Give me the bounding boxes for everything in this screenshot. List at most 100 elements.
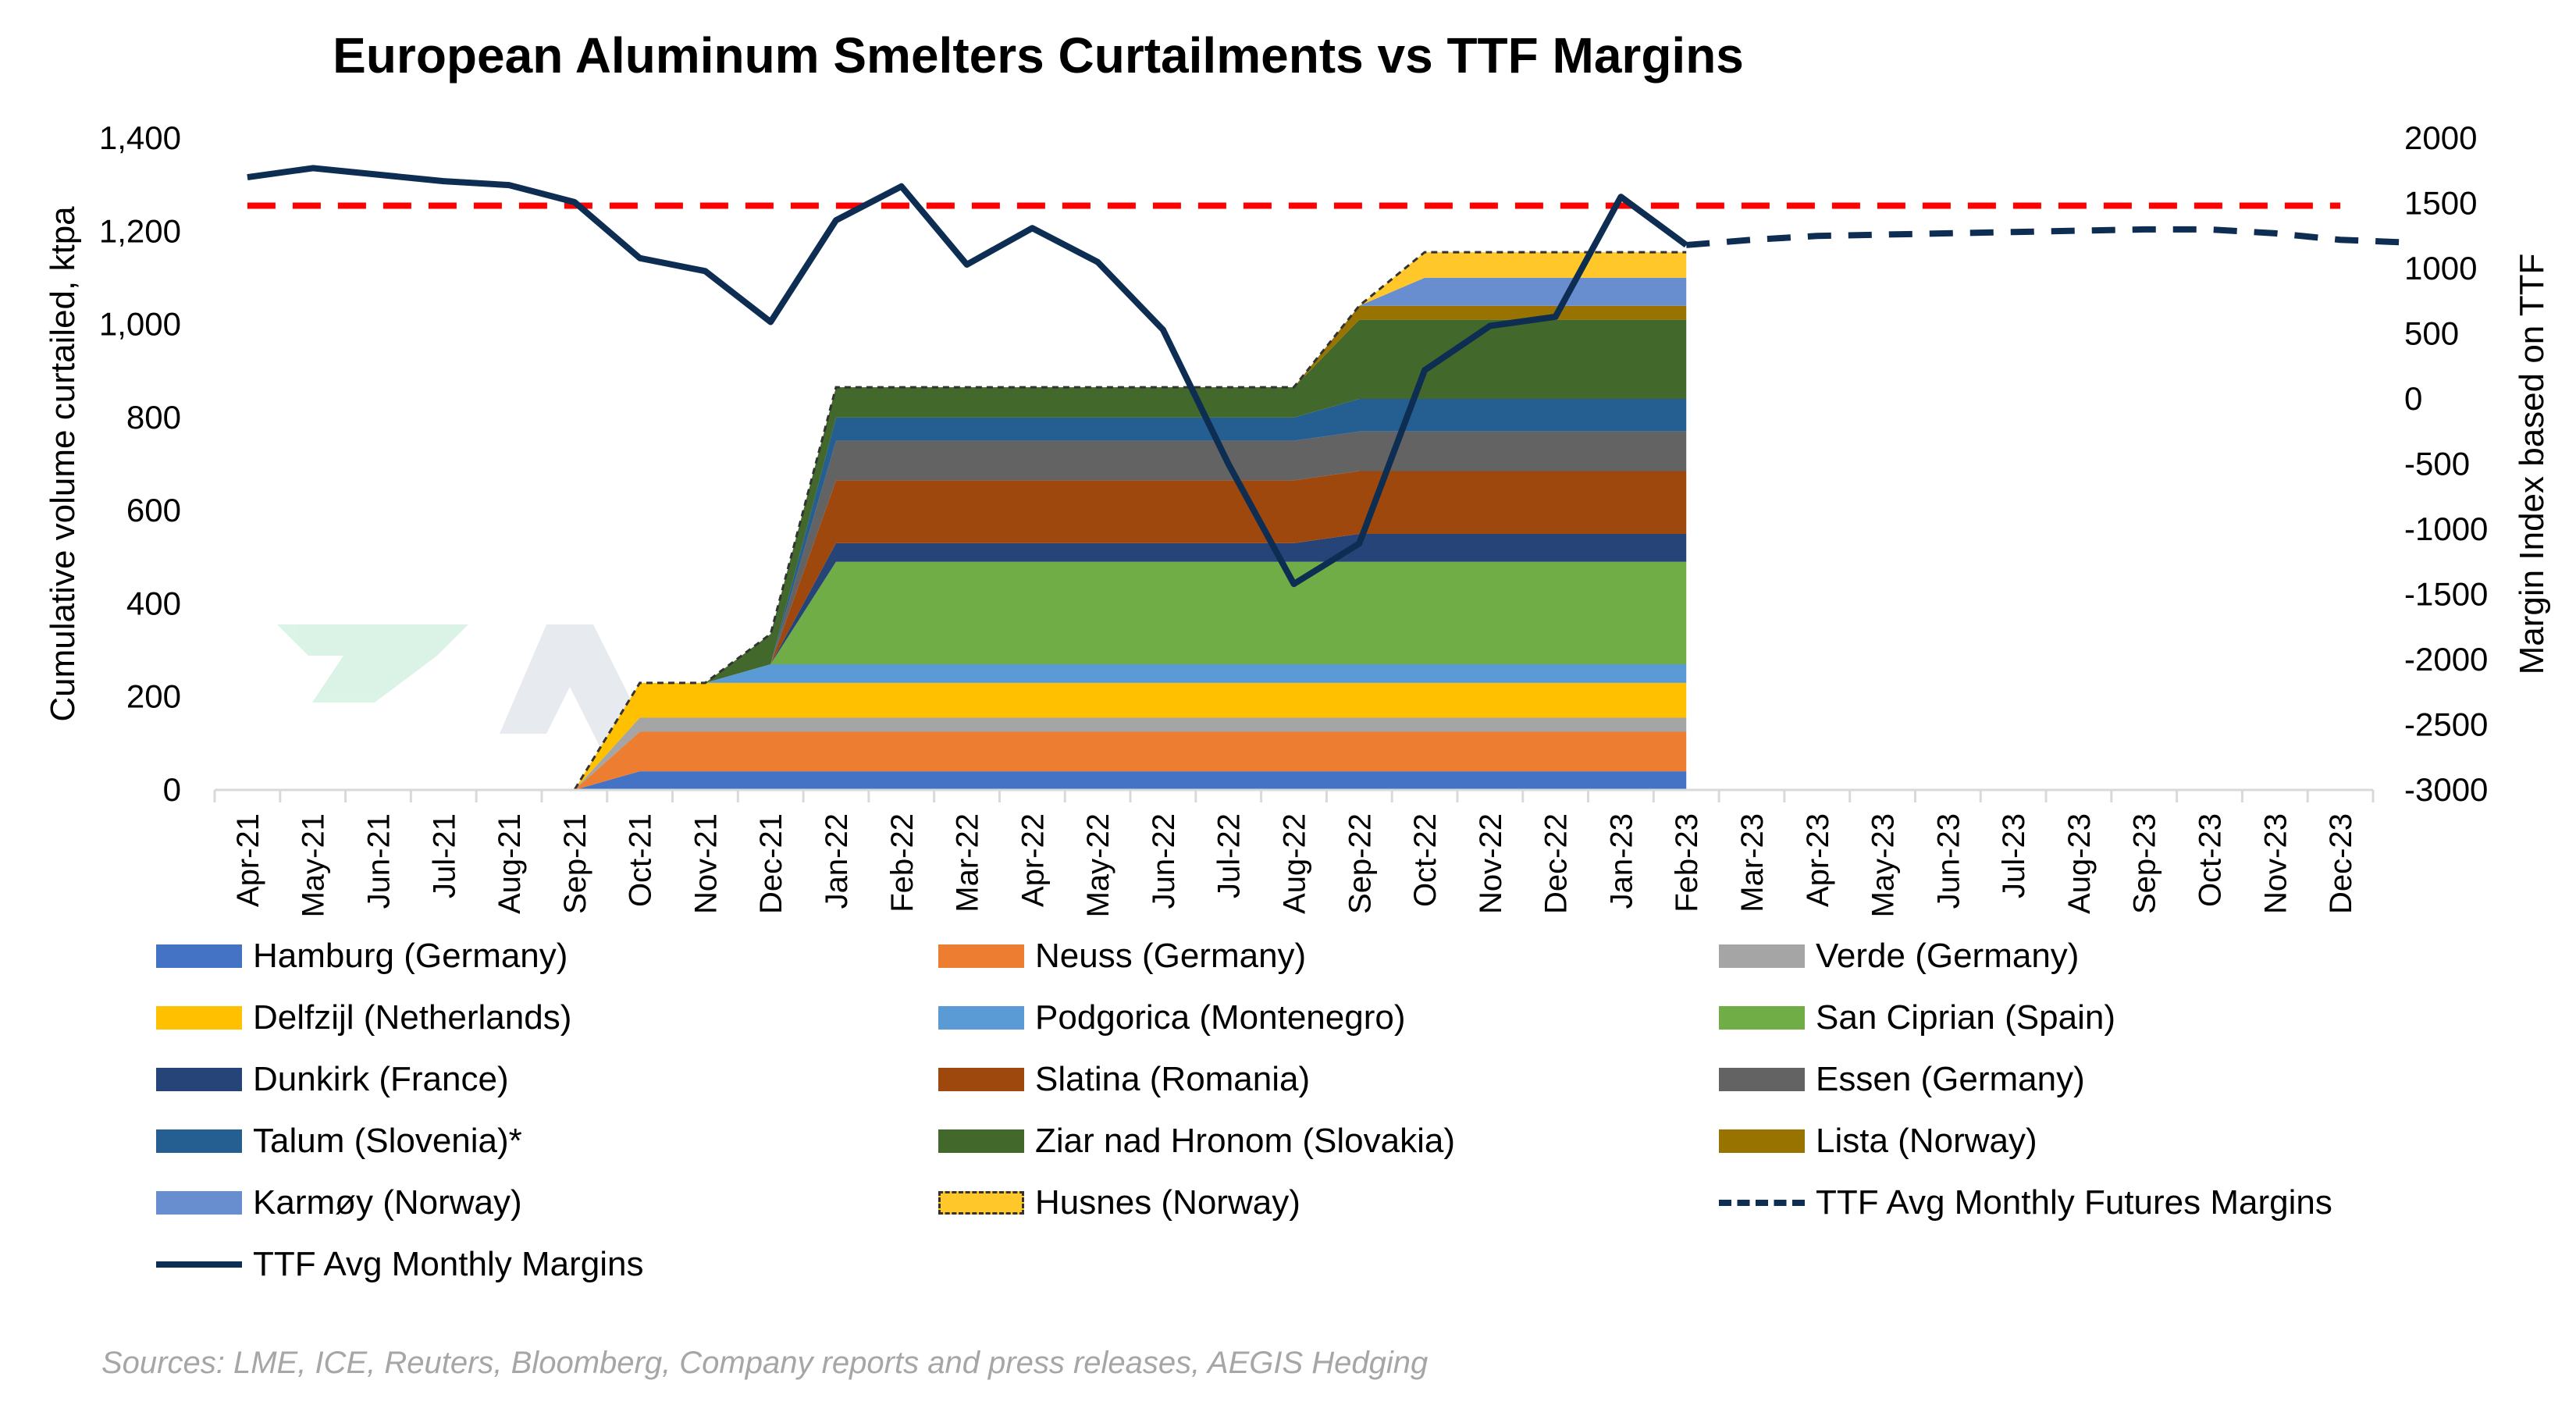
x-tick-label: Jul-21 [427, 813, 461, 898]
area-verde-germany [247, 717, 1687, 790]
legend-label: Ziar nad Hronom (Slovakia) [1035, 1122, 1455, 1160]
legend-label: Verde (Germany) [1816, 937, 2080, 975]
legend-color-swatch [156, 1129, 242, 1153]
y2-tick-label: -500 [2404, 446, 2470, 482]
legend-line-swatch [156, 1261, 242, 1268]
x-tick-label: May-23 [1866, 813, 1901, 917]
x-tick-label: Aug-23 [2062, 813, 2097, 914]
legend-label: Podgorica (Montenegro) [1035, 998, 1406, 1037]
x-tick-label: Sep-23 [2128, 813, 2162, 914]
legend-item-ttf-avg-monthly-margins: TTF Avg Monthly Margins [156, 1241, 643, 1288]
stacked-areas [247, 251, 1687, 791]
legend-item-neuss-germany: Neuss (Germany) [938, 933, 1306, 980]
y2-tick-label: -2500 [2404, 706, 2488, 743]
legend-label: Karmøy (Norway) [253, 1183, 522, 1222]
y-axis-title: Cumulative volume curtailed, ktpa [44, 206, 82, 722]
y-tick-label: 0 [163, 771, 181, 808]
legend-item-verde-germany: Verde (Germany) [1719, 933, 2079, 980]
x-tick-label: Feb-23 [1670, 813, 1704, 912]
legend-color-swatch [938, 1068, 1024, 1091]
y-tick-label: 1,000 [99, 306, 181, 343]
legend-item-karm-y-norway: Karmøy (Norway) [156, 1179, 522, 1226]
legend-label: San Ciprian (Spain) [1816, 998, 2115, 1037]
x-tick-label: Dec-23 [2324, 813, 2358, 914]
x-tick-label: May-22 [1081, 813, 1115, 917]
line-series [247, 165, 2407, 588]
x-tick-label: Dec-22 [1539, 813, 1574, 914]
axis-labels: 0 200 400 600 800 1,000 1,200 1,400 -3000 -2500 -2… [44, 119, 2551, 917]
y2-tick-label: 1500 [2404, 185, 2477, 222]
y2-tick-label: 2000 [2404, 119, 2477, 156]
x-tick-label: Jun-22 [1147, 813, 1181, 909]
area-podgorica-montenegro [247, 663, 1687, 790]
y-tick-label: 200 [126, 678, 181, 715]
watermark-logo [277, 624, 656, 749]
legend-label: Essen (Germany) [1816, 1060, 2085, 1098]
legend-item-san-ciprian-spain: San Ciprian (Spain) [1719, 994, 2115, 1041]
x-tick-label: Nov-23 [2258, 813, 2293, 914]
legend-color-swatch [156, 1191, 242, 1215]
area-dunkirk-france [247, 533, 1687, 790]
x-tick-label: Jun-21 [361, 813, 396, 909]
legend-color-swatch [156, 944, 242, 968]
legend-item-ziar-nad-hronom-slovakia: Ziar nad Hronom (Slovakia) [938, 1118, 1455, 1165]
legend-item-ttf-avg-monthly-futures-margins: TTF Avg Monthly Futures Margins [1719, 1179, 2332, 1226]
x-tick-label: Nov-22 [1474, 813, 1508, 914]
x-tick-label: Sep-21 [558, 813, 592, 914]
y-tick-label: 800 [126, 399, 181, 436]
area-slatina-romania [247, 471, 1687, 790]
legend-item-husnes-norway: Husnes (Norway) [938, 1179, 1300, 1226]
x-tick-label: Jul-22 [1212, 813, 1247, 898]
x-tick-label: Apr-23 [1801, 813, 1835, 907]
x-tick-label: Aug-22 [1278, 813, 1312, 914]
legend-color-swatch [1719, 1006, 1805, 1030]
legend-color-swatch [938, 1191, 1024, 1215]
x-tick-label: Mar-23 [1735, 813, 1770, 912]
legend-label: Husnes (Norway) [1035, 1183, 1300, 1222]
legend-color-swatch [156, 1068, 242, 1091]
area-neuss-germany [247, 731, 1687, 790]
legend-item-delfzijl-netherlands: Delfzijl (Netherlands) [156, 994, 571, 1041]
legend-item-slatina-romania: Slatina (Romania) [938, 1056, 1310, 1103]
area-san-ciprian-spain [247, 561, 1687, 790]
legend-color-swatch [938, 1006, 1024, 1030]
legend-color-swatch [938, 1129, 1024, 1153]
legend-item-talum-slovenia: Talum (Slovenia)* [156, 1118, 522, 1165]
x-tick-label: Aug-21 [493, 813, 527, 914]
x-tick-label: Oct-23 [2194, 813, 2228, 907]
x-tick-label: Apr-22 [1016, 813, 1050, 907]
legend-label: Slatina (Romania) [1035, 1060, 1311, 1098]
x-tick-label: Oct-21 [624, 813, 658, 907]
y-tick-label: 1,200 [99, 212, 181, 249]
legend-label: Hamburg (Germany) [253, 937, 568, 975]
x-tick-label: Feb-22 [885, 813, 920, 912]
x-tick-label: Jan-22 [820, 813, 854, 909]
legend-label: TTF Avg Monthly Margins [253, 1245, 644, 1283]
area-hamburg-germany [247, 771, 1687, 790]
total-outline [247, 251, 1687, 791]
x-tick-label: Jun-23 [1931, 813, 1966, 909]
y-tick-label: 400 [126, 585, 181, 621]
sources-note: Sources: LME, ICE, Reuters, Bloomberg, C… [101, 1346, 1429, 1380]
legend-label: Delfzijl (Netherlands) [253, 998, 572, 1037]
y-tick-label: 600 [126, 492, 181, 528]
area-delfzijl-netherlands [247, 682, 1687, 790]
legend-label: Lista (Norway) [1816, 1122, 2037, 1160]
line-ttf-avg-monthly-futures-margins [1685, 226, 2407, 248]
y2-tick-label: 1000 [2404, 250, 2477, 286]
legend-color-swatch [1719, 1129, 1805, 1153]
y2-tick-label: -1500 [2404, 576, 2488, 613]
legend-item-podgorica-montenegro: Podgorica (Montenegro) [938, 994, 1405, 1041]
y-tick-label: 1,400 [99, 119, 181, 156]
y2-tick-label: 0 [2404, 380, 2422, 417]
legend-item-essen-germany: Essen (Germany) [1719, 1056, 2085, 1103]
legend-dashed-swatch [1719, 1200, 1805, 1206]
legend-color-swatch [156, 1006, 242, 1030]
legend-color-swatch [938, 944, 1024, 968]
line-ttf-avg-monthly-margins [247, 165, 1688, 588]
x-tick-label: Mar-22 [951, 813, 985, 912]
chart-area: 0 200 400 600 800 1,000 1,200 1,400 -3000 -2500 -2… [44, 119, 2551, 917]
y2-axis-title: Margin Index based on TTF [2513, 254, 2551, 675]
legend-color-swatch [1719, 944, 1805, 968]
area-ziar-nad-hronom-slovakia [247, 319, 1687, 790]
